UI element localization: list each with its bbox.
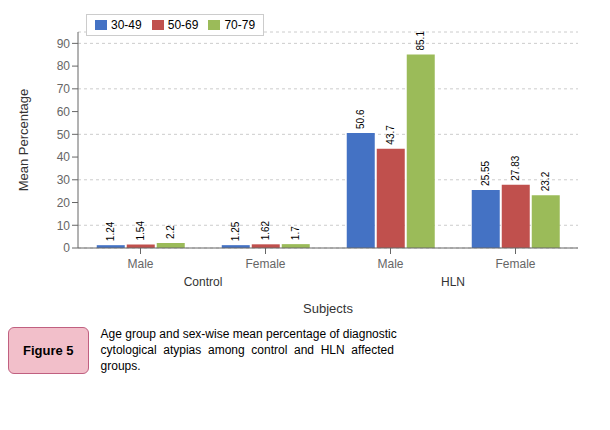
html-text:Figure 5: Figure 5 <box>23 342 74 358</box>
svg-text:23.2: 23.2 <box>540 171 551 191</box>
svg-text:Control: Control <box>184 275 223 289</box>
svg-text:10: 10 <box>57 219 71 233</box>
svg-text:60: 60 <box>57 105 71 119</box>
svg-text:Male: Male <box>377 257 403 271</box>
svg-text:50.6: 50.6 <box>355 109 366 129</box>
svg-text:2.2: 2.2 <box>165 225 176 239</box>
svg-text:1.25: 1.25 <box>230 221 241 241</box>
html-text:Age group and sex-wise mean pe: Age group and sex-wise mean percentage o… <box>100 327 397 341</box>
svg-text:27.83: 27.83 <box>510 155 521 180</box>
svg-text:20: 20 <box>57 196 71 210</box>
svg-text:90: 90 <box>57 37 71 51</box>
svg-text:Male: Male <box>127 257 153 271</box>
svg-text:Mean Percentage: Mean Percentage <box>16 89 31 192</box>
html-text:cytological atypias among cont: cytological atypias among control and HL… <box>100 343 394 358</box>
svg-text:70: 70 <box>57 82 71 96</box>
html-text:50-69: 50-69 <box>167 18 199 32</box>
svg-text:25.55: 25.55 <box>480 160 491 185</box>
svg-text:Female: Female <box>495 257 535 271</box>
svg-text:1.54: 1.54 <box>135 221 146 241</box>
svg-text:Female: Female <box>245 257 285 271</box>
svg-text:1.24: 1.24 <box>105 221 116 241</box>
svg-text:80: 80 <box>57 59 71 73</box>
svg-text:43.7: 43.7 <box>385 125 396 145</box>
html-text:groups.: groups. <box>100 359 141 374</box>
svg-text:1.62: 1.62 <box>260 220 271 240</box>
svg-text:Subjects: Subjects <box>303 301 353 316</box>
html-text:30-49: 30-49 <box>111 18 142 32</box>
svg-text:30: 30 <box>57 173 71 187</box>
svg-text:40: 40 <box>57 150 71 164</box>
svg-text:50: 50 <box>57 128 71 142</box>
svg-text:1.7: 1.7 <box>290 226 301 240</box>
html-text:70-79: 70-79 <box>224 18 256 32</box>
svg-text:0: 0 <box>63 241 70 255</box>
svg-text:85.1: 85.1 <box>415 31 426 51</box>
svg-text:HLN: HLN <box>441 275 465 289</box>
